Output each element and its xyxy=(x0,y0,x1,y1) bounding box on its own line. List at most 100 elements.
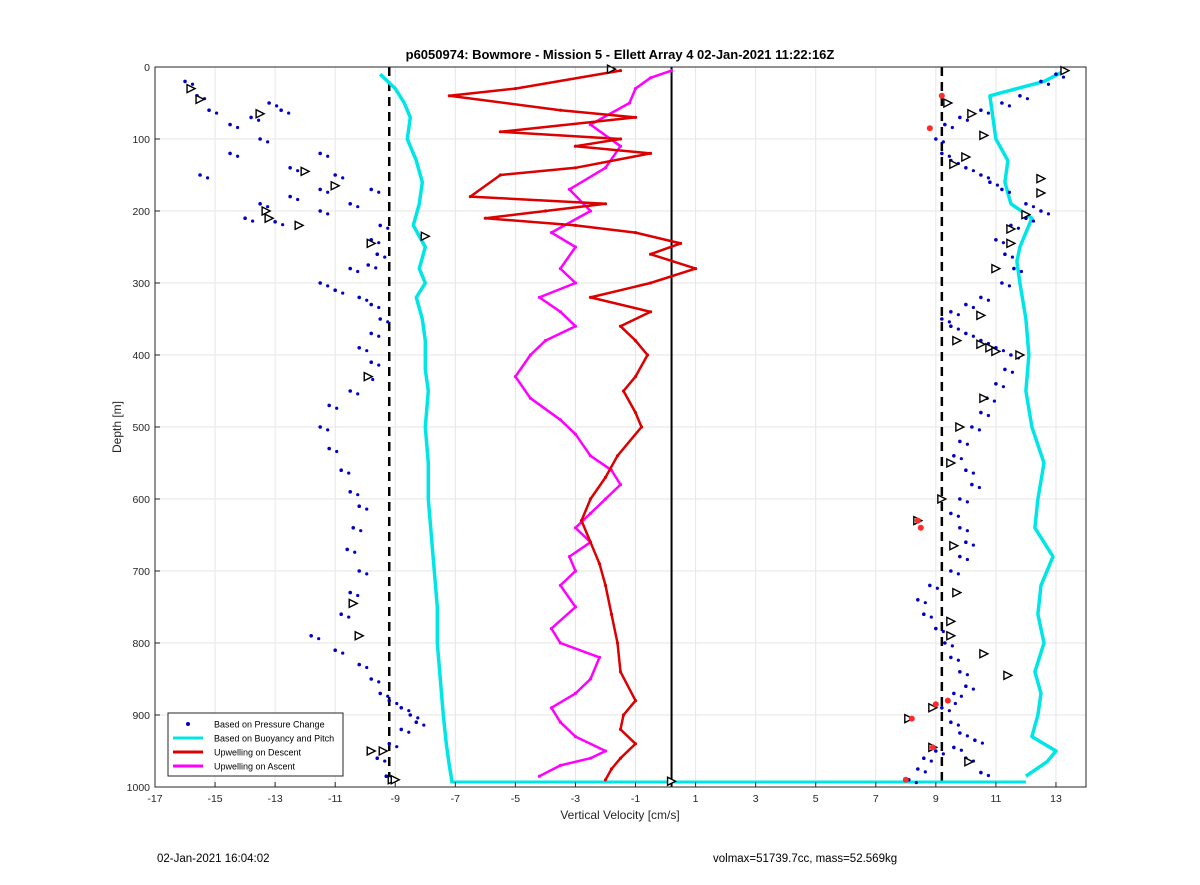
event-marker xyxy=(976,310,987,321)
pressure-ascent-point xyxy=(1000,187,1004,192)
pressure-ascent-point xyxy=(1000,101,1004,105)
pressure-ascent-point xyxy=(971,334,975,338)
pressure-descent-point xyxy=(369,302,374,307)
y-tick-label: 800 xyxy=(132,638,150,650)
pressure-ascent-point xyxy=(959,694,963,698)
pressure-descent-point xyxy=(235,125,240,130)
upwelling-ascent-point xyxy=(588,123,593,127)
pressure-ascent-point xyxy=(994,238,998,242)
red-event-point xyxy=(917,524,924,531)
pressure-ascent-point xyxy=(965,734,969,738)
event-marker xyxy=(961,151,972,163)
pressure-ascent-point xyxy=(929,615,933,619)
pressure-ascent-point xyxy=(923,601,927,605)
upwelling-descent-point xyxy=(648,151,653,155)
upwelling-descent-point xyxy=(573,166,578,170)
event-marker xyxy=(264,213,275,224)
pressure-descent-point xyxy=(399,727,404,732)
red-event-point xyxy=(908,715,915,722)
upwelling-descent-point xyxy=(618,727,623,732)
pressure-ascent-point xyxy=(965,500,969,504)
y-tick-label: 200 xyxy=(132,206,150,218)
pressure-descent-point xyxy=(375,756,380,760)
pressure-ascent-point xyxy=(986,176,990,180)
upwelling-ascent-point xyxy=(549,231,554,235)
upwelling-ascent-point xyxy=(573,526,578,530)
pressure-descent-point xyxy=(369,360,374,365)
event-marker xyxy=(348,598,359,609)
y-tick-label: 1000 xyxy=(127,782,151,794)
x-tick-label: -17 xyxy=(147,793,162,805)
pressure-ascent-point xyxy=(958,731,962,735)
upwelling-descent-point xyxy=(615,454,620,458)
pressure-ascent-point xyxy=(949,569,953,573)
pressure-descent-point xyxy=(384,774,389,778)
pressure-ascent-point xyxy=(986,298,990,302)
pressure-descent-point xyxy=(377,305,381,310)
pressure-descent-point xyxy=(348,389,353,393)
pressure-ascent-point xyxy=(1054,72,1058,76)
pressure-descent-point xyxy=(365,507,369,511)
pressure-ascent-point xyxy=(977,485,981,490)
pressure-descent-point xyxy=(395,701,399,706)
pressure-descent-point xyxy=(357,504,362,509)
event-marker xyxy=(255,108,266,119)
legend-label: Upwelling on Ascent xyxy=(214,762,296,772)
upwelling-descent-point xyxy=(648,310,653,314)
pressure-ascent-point xyxy=(940,706,944,710)
pressure-descent-point xyxy=(366,263,371,267)
event-marker xyxy=(1006,223,1017,235)
event-marker xyxy=(1015,349,1026,361)
pressure-descent-point xyxy=(357,295,362,300)
y-axis-label: Depth [m] xyxy=(110,401,124,453)
event-marker xyxy=(420,231,431,242)
pressure-ascent-point xyxy=(949,655,953,660)
pressure-ascent-point xyxy=(958,554,962,559)
pressure-ascent-point xyxy=(1000,281,1004,285)
pressure-descent-point xyxy=(333,173,337,177)
pressure-ascent-point xyxy=(949,511,953,516)
chart-title: p6050974: Bowmore - Mission 5 - Ellett A… xyxy=(406,47,835,62)
pressure-ascent-point xyxy=(1061,75,1066,79)
pressure-ascent-point xyxy=(958,439,962,444)
pressure-ascent-point xyxy=(979,108,983,112)
upwelling-descent-point xyxy=(618,670,623,674)
upwelling-descent-point xyxy=(633,411,638,415)
event-marker xyxy=(363,371,374,382)
event-marker xyxy=(378,745,389,757)
upwelling-descent-point xyxy=(621,713,626,717)
pressure-descent-point xyxy=(407,730,411,734)
upwelling-descent-point xyxy=(483,216,487,220)
pressure-ascent-point xyxy=(956,327,960,331)
pressure-descent-point xyxy=(279,108,283,112)
pressure-ascent-point xyxy=(956,572,960,576)
pressure-descent-point xyxy=(375,252,380,256)
upwelling-descent-point xyxy=(558,108,563,112)
event-marker xyxy=(366,238,377,249)
pressure-ascent-point xyxy=(949,324,953,329)
upwelling-descent-point xyxy=(588,295,593,299)
event-marker xyxy=(186,83,197,94)
upwelling-descent-point xyxy=(609,612,614,616)
pressure-ascent-point xyxy=(964,540,968,544)
pressure-descent-point xyxy=(228,151,232,156)
pressure-ascent-point xyxy=(1031,219,1036,223)
upwelling-descent-point xyxy=(633,115,638,119)
event-marker xyxy=(294,220,305,231)
event-marker xyxy=(979,130,990,141)
upwelling-descent-point xyxy=(609,767,614,771)
pressure-ascent-point xyxy=(947,709,951,713)
pressure-ascent-point xyxy=(965,557,969,562)
pressure-descent-point xyxy=(365,665,369,670)
pressure-ascent-point xyxy=(1019,269,1024,274)
pressure-descent-point xyxy=(318,425,322,429)
buoyancy-ascent-line xyxy=(988,69,1066,778)
event-marker xyxy=(964,756,975,767)
upwelling-ascent-point xyxy=(633,87,638,91)
upwelling-ascent-point xyxy=(549,627,554,631)
pressure-ascent-point xyxy=(935,586,939,590)
pressure-ascent-point xyxy=(941,629,945,634)
pressure-descent-point xyxy=(214,111,219,115)
pressure-ascent-point xyxy=(947,154,951,158)
upwelling-ascent-point xyxy=(567,187,572,191)
